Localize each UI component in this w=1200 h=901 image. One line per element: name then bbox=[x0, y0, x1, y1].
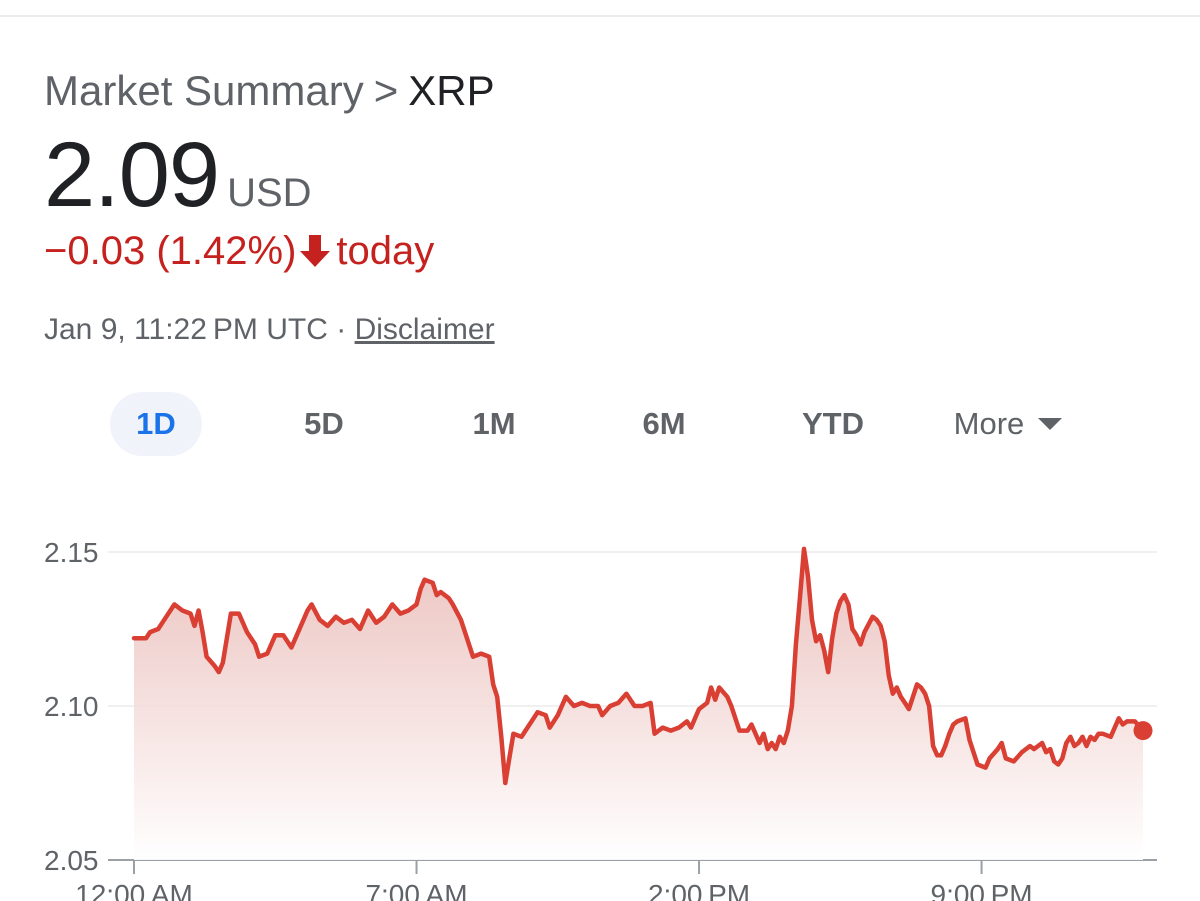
x-tick-label: 7:00 AM bbox=[365, 879, 467, 901]
price-change: −0.03 (1.42%) today bbox=[44, 226, 434, 276]
last-price-marker bbox=[1133, 721, 1153, 741]
price-line[interactable] bbox=[131, 546, 1146, 786]
currency-label: USD bbox=[227, 171, 312, 215]
disclaimer-link[interactable]: Disclaimer bbox=[354, 313, 495, 346]
price-chart: 2.15 2.10 2.05 12:00 AM 7:00 AM 2:00 PM 9:00 P… bbox=[44, 537, 1157, 901]
timestamp: Jan 9, 11:22 PM UTC · bbox=[44, 313, 355, 346]
tab-1d[interactable]: 1D bbox=[110, 392, 202, 456]
tab-more[interactable]: More bbox=[938, 392, 1078, 456]
change-value: −0.03 (1.42%) bbox=[44, 229, 297, 273]
y-tick-label: 2.10 bbox=[44, 691, 99, 722]
current-price: 2.09 bbox=[44, 124, 220, 226]
y-tick-label: 2.05 bbox=[44, 845, 99, 876]
price-area bbox=[134, 548, 1143, 860]
tab-6m[interactable]: 6M bbox=[642, 406, 686, 441]
timestamp-row: Jan 9, 11:22 PM UTC · Disclaimer bbox=[44, 310, 495, 350]
x-tick-label: 2:00 PM bbox=[648, 879, 750, 901]
tab-1m[interactable]: 1M bbox=[472, 406, 516, 441]
ticker-symbol: XRP bbox=[408, 67, 495, 114]
tab-ytd[interactable]: YTD bbox=[802, 406, 864, 441]
range-tabs: 1D 5D 1M 6M YTD More bbox=[0, 392, 1200, 458]
more-label: More bbox=[953, 406, 1025, 441]
breadcrumb-separator: > bbox=[373, 67, 399, 114]
top-divider bbox=[0, 15, 1200, 17]
price-row: 2.09 USD bbox=[44, 120, 312, 230]
y-tick-label: 2.15 bbox=[44, 537, 99, 568]
breadcrumb: Market Summary > XRP bbox=[44, 66, 495, 116]
breadcrumb-parent[interactable]: Market Summary bbox=[44, 67, 364, 114]
change-period: today bbox=[336, 229, 435, 273]
arrow-down-icon bbox=[300, 235, 331, 267]
x-tick-label: 12:00 AM bbox=[75, 879, 193, 901]
caret-down-icon bbox=[1038, 417, 1063, 430]
tab-5d[interactable]: 5D bbox=[304, 406, 344, 441]
x-tick-label: 9:00 PM bbox=[931, 879, 1033, 901]
